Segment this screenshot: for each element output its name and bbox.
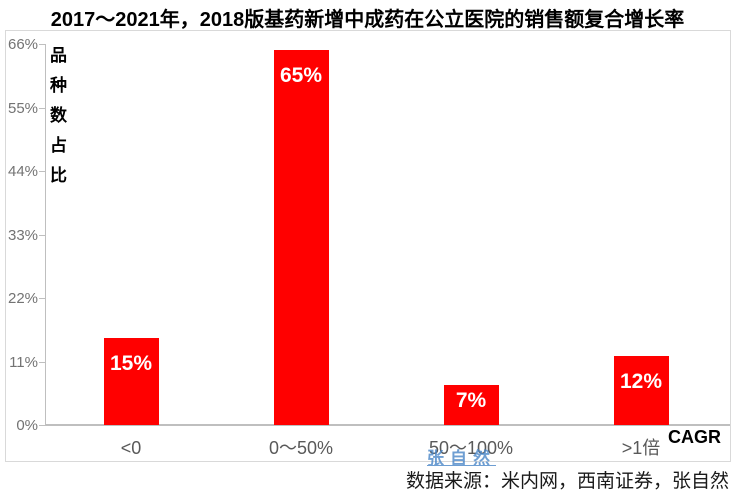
y-tick-label: 11% — [9, 353, 38, 371]
y-tick-mark — [39, 107, 45, 109]
bar: 65% — [273, 49, 329, 425]
y-tick-label: 66% — [8, 36, 39, 53]
bar: 7% — [443, 384, 499, 425]
chart-title: 2017～2021年，2018版基药新增中成药在公立医院的销售额复合增长率 — [50, 9, 685, 31]
bar: 15% — [103, 338, 159, 425]
x-axis-line — [45, 424, 730, 426]
x-category-label: <0 — [120, 438, 142, 458]
y-tick-label: 44% — [8, 163, 39, 180]
plot-area: 品种数占比 66% 55% 44% 33% 22% 11% 0% 15% 65% 7% 12% <… — [5, 30, 731, 468]
x-category-label: >1倍 — [621, 438, 661, 458]
data-source-note: 数据来源：米内网，西南证券，张自然 — [405, 471, 729, 492]
y-tick-label: 0% — [16, 417, 38, 434]
bar-value-label: 15% — [109, 352, 153, 376]
bar-value-label: 7% — [455, 388, 487, 412]
watermark-text: 张自然 — [427, 449, 496, 468]
y-tick-mark — [39, 425, 45, 426]
y-tick-mark — [39, 298, 45, 299]
y-tick-label: 33% — [8, 226, 39, 244]
y-tick-mark — [39, 234, 45, 236]
y-axis-title: 品种数占比 — [47, 46, 66, 196]
bar-value-label: 12% — [619, 369, 663, 393]
y-axis-line — [45, 44, 46, 425]
y-tick-label: 22% — [8, 290, 39, 307]
y-tick-mark — [39, 171, 45, 172]
y-tick-label: 55% — [8, 99, 39, 117]
bar-value-label: 65% — [279, 63, 323, 87]
y-tick-mark — [39, 361, 45, 363]
x-category-label: 50～100% — [428, 438, 514, 458]
x-axis-title: CAGR — [668, 427, 721, 447]
x-category-label: 0～50% — [268, 438, 334, 458]
y-tick-mark — [39, 44, 45, 45]
bar: 12% — [613, 355, 669, 425]
